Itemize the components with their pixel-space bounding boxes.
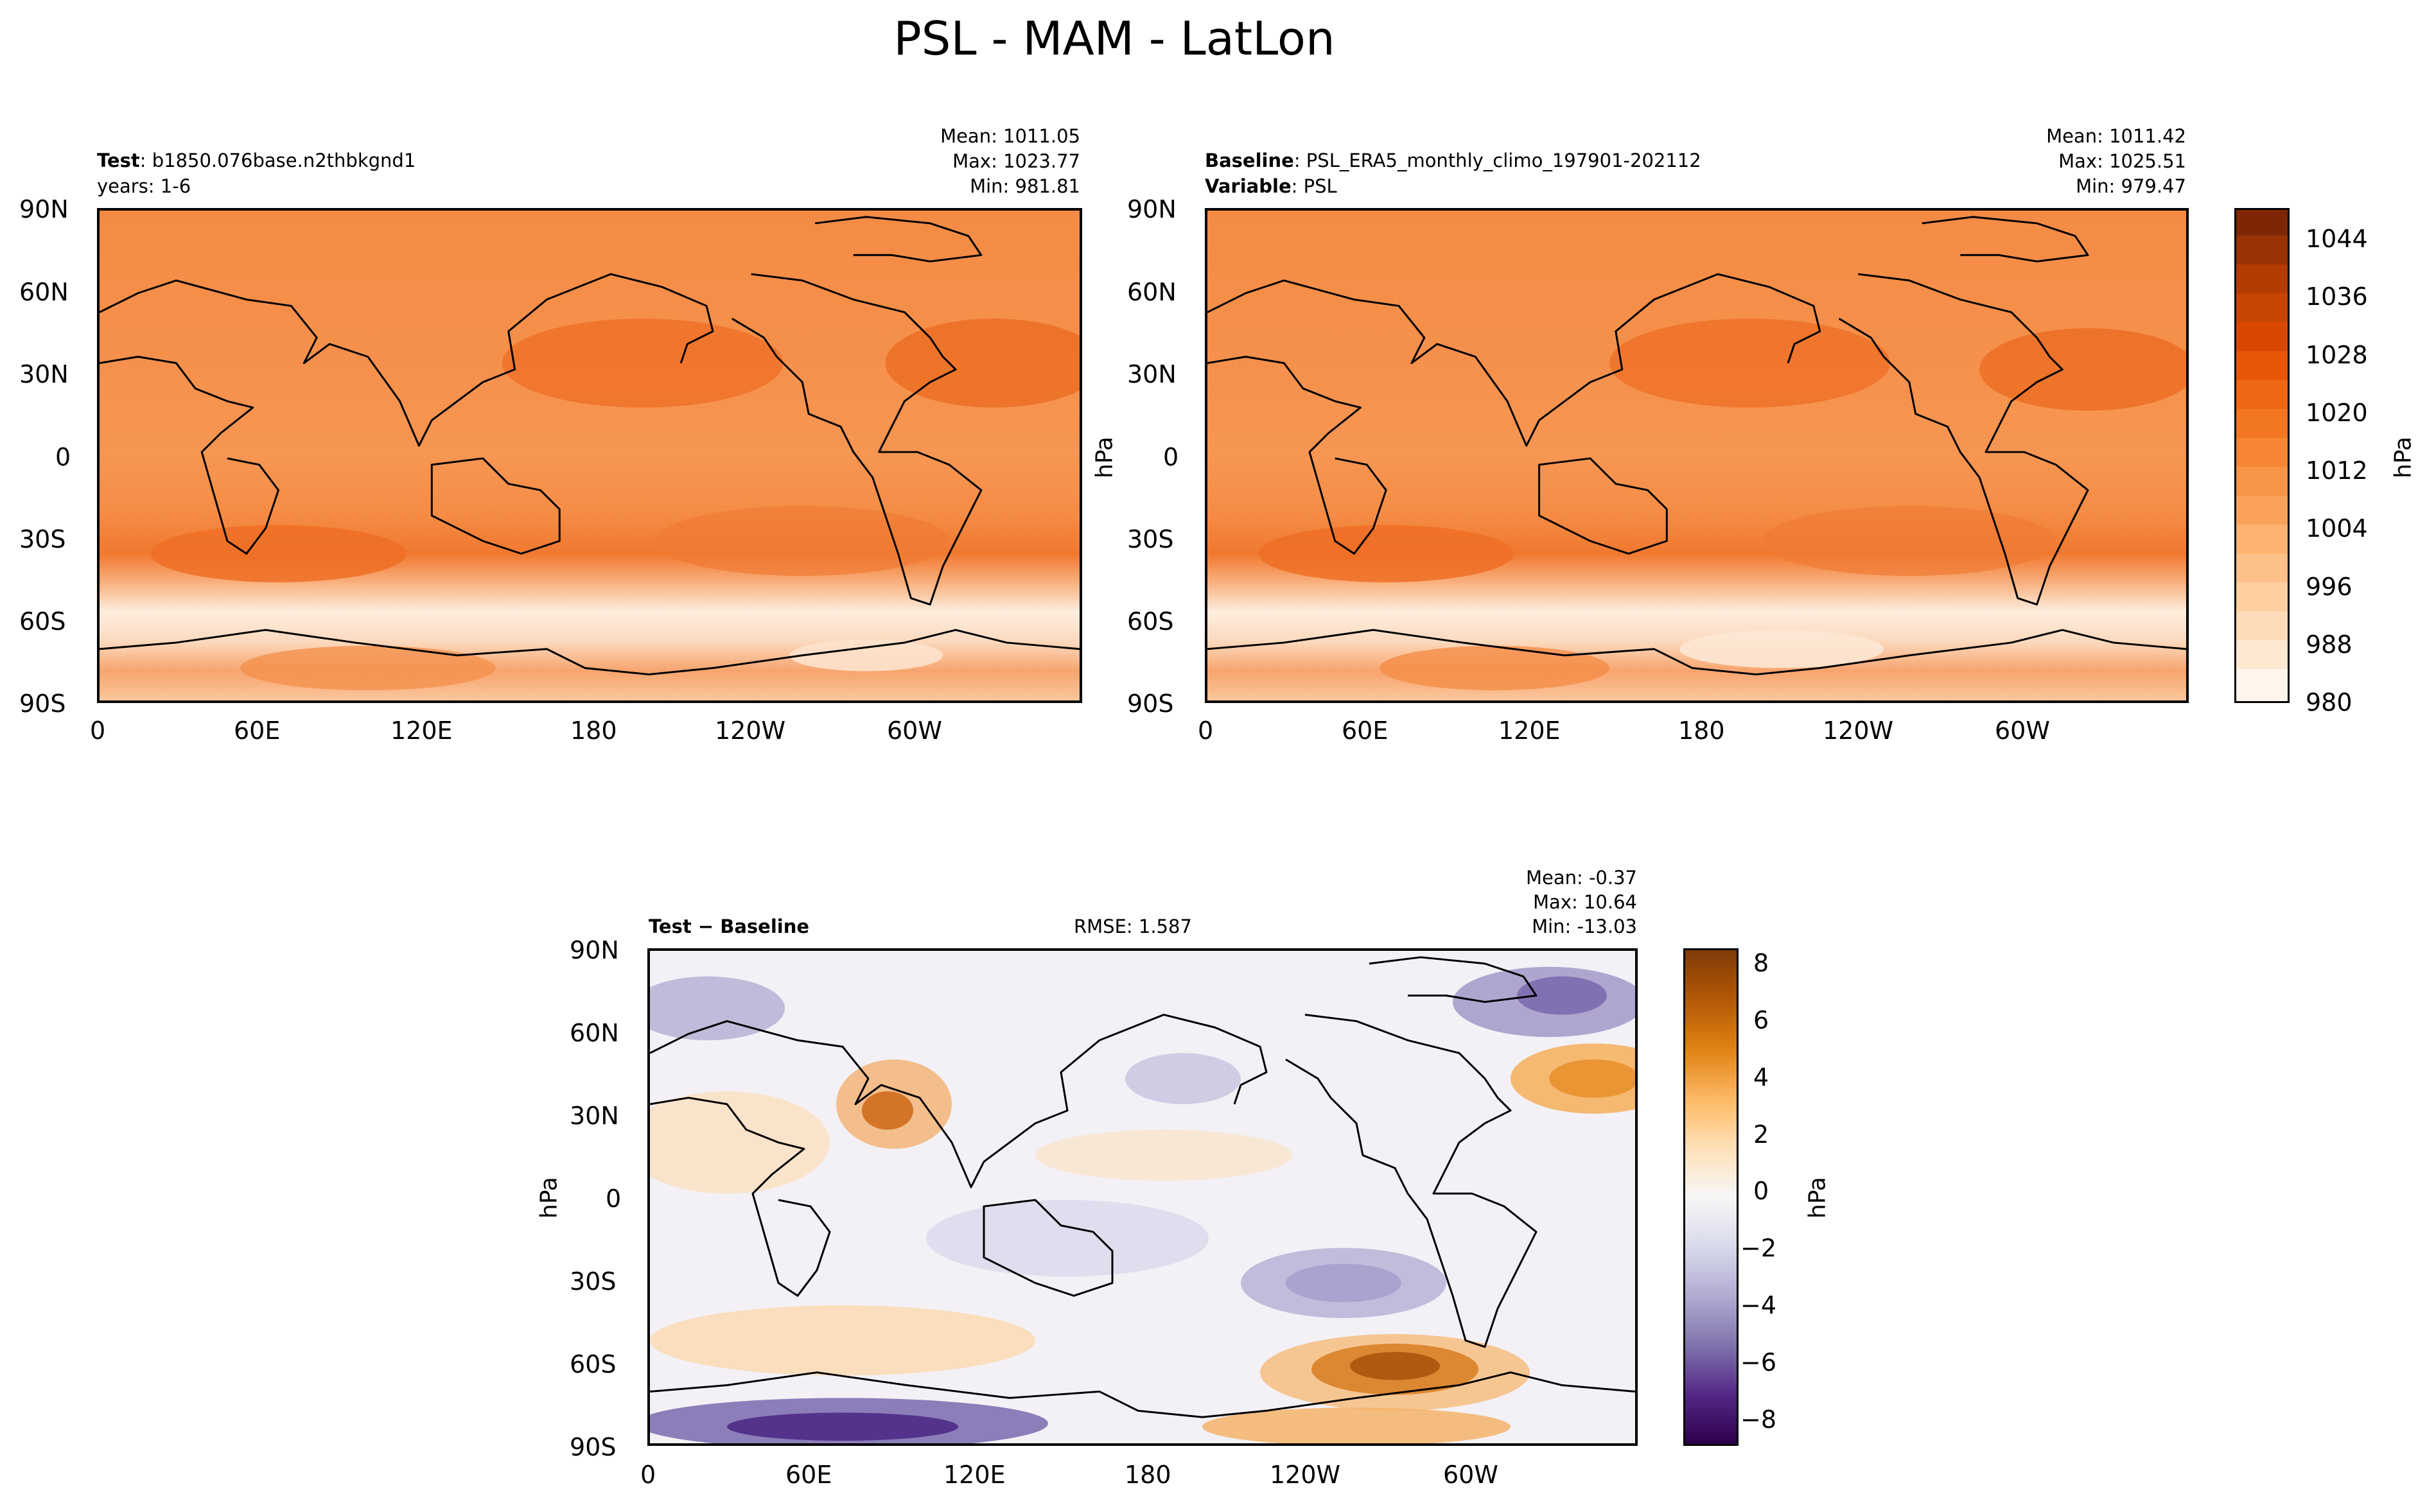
baseline-lon-tick: 180	[1678, 717, 1725, 745]
diff-colorbar-tick: 4	[1753, 1063, 1769, 1091]
diff-colorbar-tick: −8	[1740, 1405, 1777, 1434]
diff-lon-tick: 0	[640, 1461, 656, 1489]
diff-colorbar-tick: 6	[1753, 1006, 1769, 1034]
diff-min: Min: -13.03	[1532, 916, 1637, 937]
test-lon-tick: 120W	[715, 717, 786, 745]
diff-lon-tick: 120W	[1270, 1461, 1341, 1489]
main-colorbar-tick: 1020	[2306, 399, 2368, 427]
test-map	[97, 208, 1082, 703]
diff-lon-tick: 120E	[943, 1461, 1006, 1489]
test-label: Test: b1850.076base.n2thbkgnd1	[97, 150, 416, 171]
baseline-lat-tick: 0	[1163, 443, 1179, 471]
diff-colorbar	[1683, 948, 1739, 1446]
baseline-variable: Variable: PSL	[1205, 175, 1337, 197]
diff-lon-tick: 180	[1125, 1461, 1171, 1489]
test-lon-tick: 180	[570, 717, 617, 745]
test-max: Max: 1023.77	[952, 150, 1080, 172]
test-lat-tick: 90N	[19, 195, 69, 223]
diff-mean: Mean: -0.37	[1525, 867, 1637, 889]
diff-lat-tick: 30N	[570, 1102, 619, 1130]
diff-colorbar-tick: −6	[1740, 1348, 1777, 1377]
main-colorbar	[2234, 208, 2290, 703]
test-years: years: 1-6	[97, 175, 191, 197]
baseline-lon-tick: 60W	[1995, 717, 2050, 745]
baseline-lat-tick: 90N	[1127, 195, 1177, 223]
baseline-lon-tick: 60E	[1342, 717, 1389, 745]
diff-lat-tick: 0	[606, 1185, 622, 1213]
diff-colorbar-tick: −2	[1740, 1234, 1777, 1262]
baseline-lat-tick: 30N	[1127, 360, 1177, 388]
baseline-mean: Mean: 1011.42	[2046, 125, 2186, 147]
diff-lat-tick: 60N	[570, 1019, 619, 1047]
figure-title: PSL - MAM - LatLon	[893, 12, 1335, 65]
diff-colorbar-tick: 0	[1753, 1177, 1769, 1205]
diff-colorbar-tick: −4	[1740, 1291, 1777, 1319]
diff-lat-tick: 90N	[570, 936, 619, 964]
main-colorbar-tick: 1036	[2306, 282, 2368, 311]
diff-label: Test − Baseline	[649, 916, 810, 937]
diff-ylabel: hPa	[536, 1177, 563, 1219]
main-colorbar-tick: 1028	[2306, 341, 2368, 369]
baseline-lat-tick: 60S	[1127, 607, 1174, 636]
main-colorbar-tick: 1044	[2306, 225, 2368, 253]
diff-lat-tick: 30S	[570, 1267, 617, 1296]
test-lat-tick: 30S	[19, 525, 66, 553]
test-lon-tick: 60W	[887, 717, 942, 745]
baseline-lat-tick: 30S	[1127, 525, 1174, 553]
baseline-lon-tick: 120E	[1498, 717, 1561, 745]
test-lat-tick: 0	[55, 443, 71, 471]
test-mean: Mean: 1011.05	[940, 125, 1080, 147]
baseline-ylabel: hPa	[1091, 437, 1118, 478]
baseline-lat-tick: 90S	[1127, 690, 1174, 718]
baseline-map	[1205, 208, 2189, 703]
baseline-lon-tick: 0	[1198, 717, 1214, 745]
diff-lon-tick: 60E	[785, 1461, 832, 1489]
baseline-lat-tick: 60N	[1127, 278, 1177, 306]
diff-map	[647, 948, 1638, 1446]
diff-lat-tick: 90S	[570, 1433, 617, 1461]
test-lat-tick: 90S	[19, 690, 66, 718]
main-colorbar-tick: 980	[2306, 688, 2353, 717]
diff-rmse: RMSE: 1.587	[1074, 916, 1192, 937]
diff-colorbar-label: hPa	[1804, 1177, 1831, 1219]
main-colorbar-tick: 988	[2306, 630, 2353, 659]
baseline-min: Min: 979.47	[2076, 175, 2186, 197]
diff-lon-tick: 60W	[1443, 1461, 1498, 1489]
diff-colorbar-tick: 2	[1753, 1120, 1769, 1149]
baseline-label: Baseline: PSL_ERA5_monthly_climo_197901-…	[1205, 150, 1701, 171]
main-colorbar-label: hPa	[2390, 437, 2417, 478]
diff-lat-tick: 60S	[570, 1350, 617, 1378]
diff-colorbar-tick: 8	[1753, 949, 1769, 977]
test-lon-tick: 120E	[390, 717, 453, 745]
test-min: Min: 981.81	[970, 175, 1080, 197]
main-colorbar-tick: 1012	[2306, 456, 2368, 485]
main-colorbar-tick: 996	[2306, 573, 2353, 601]
baseline-max: Max: 1025.51	[2058, 150, 2186, 172]
test-lat-tick: 60N	[19, 278, 69, 306]
diff-max: Max: 10.64	[1533, 891, 1637, 913]
main-colorbar-tick: 1004	[2306, 514, 2368, 543]
test-lon-tick: 60E	[234, 717, 281, 745]
test-lon-tick: 0	[90, 717, 106, 745]
baseline-lon-tick: 120W	[1823, 717, 1894, 745]
test-lat-tick: 60S	[19, 607, 66, 636]
test-lat-tick: 30N	[19, 360, 69, 388]
